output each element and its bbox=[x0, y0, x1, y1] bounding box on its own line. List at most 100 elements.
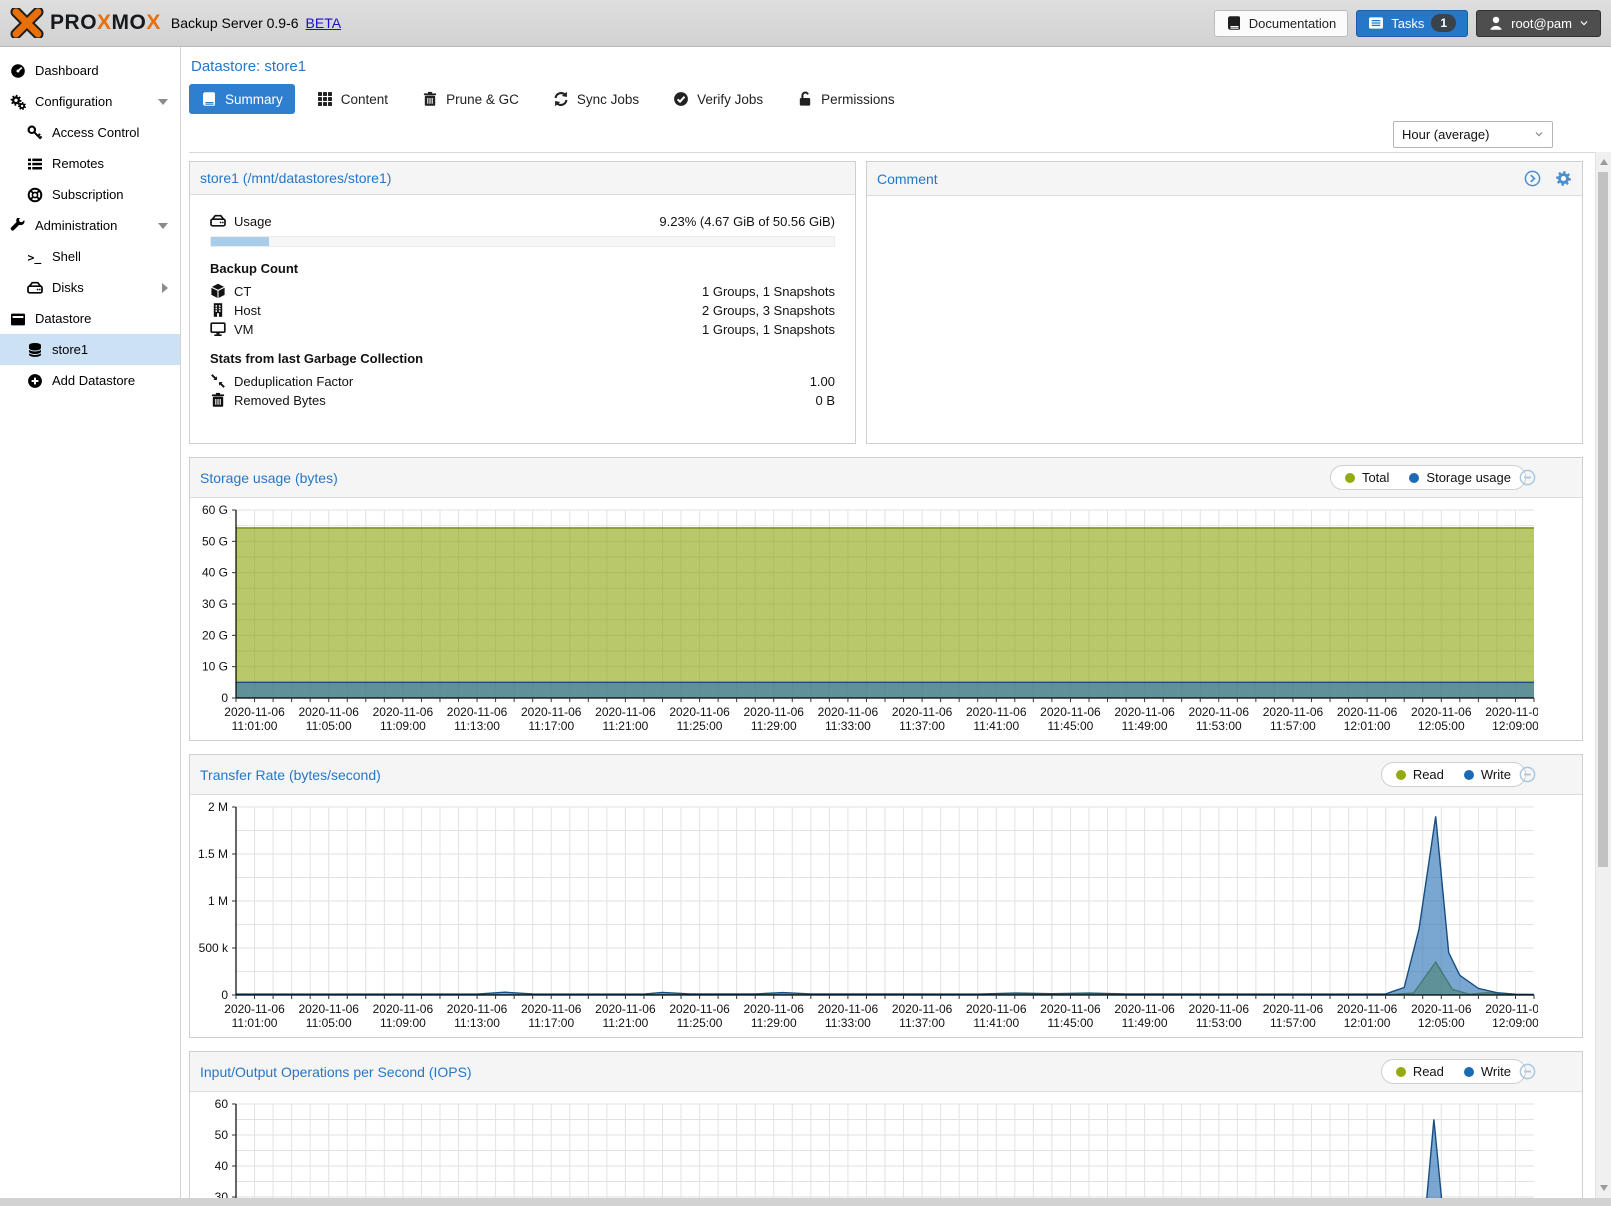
plus-circle-icon bbox=[27, 373, 43, 389]
svg-text:500 k: 500 k bbox=[199, 941, 229, 955]
svg-text:2020-11-06: 2020-11-06 bbox=[1114, 705, 1175, 719]
collapse-panel-icon[interactable] bbox=[1519, 1063, 1536, 1080]
sidebar-item-remotes[interactable]: Remotes bbox=[0, 148, 180, 179]
chevron-circle-right-icon[interactable] bbox=[1524, 170, 1541, 187]
comment-content[interactable] bbox=[867, 196, 1582, 443]
gc-stats-heading: Stats from last Garbage Collection bbox=[210, 351, 424, 366]
sidebar-item-disks[interactable]: Disks bbox=[0, 272, 180, 303]
tab-prune-gc[interactable]: Prune & GC bbox=[410, 84, 531, 114]
scrollbar-thumb[interactable] bbox=[1598, 172, 1608, 867]
svg-text:2020-11-06: 2020-11-06 bbox=[1040, 705, 1101, 719]
svg-text:11:37:00: 11:37:00 bbox=[899, 1016, 945, 1030]
sidebar-item-access-control[interactable]: Access Control bbox=[0, 117, 180, 148]
legend-dot bbox=[1463, 769, 1474, 780]
usage-value: 9.23% (4.67 GiB of 50.56 GiB) bbox=[659, 213, 835, 229]
cogs-icon bbox=[10, 94, 26, 110]
documentation-label: Documentation bbox=[1248, 15, 1337, 31]
svg-text:2 M: 2 M bbox=[208, 800, 228, 814]
store1-panel-title: store1 (/mnt/datastores/store1) bbox=[200, 170, 392, 186]
svg-text:2020-11-06: 2020-11-06 bbox=[1411, 1002, 1472, 1016]
tab-summary[interactable]: Summary bbox=[189, 84, 295, 114]
tab-bar: Summary Content Prune & GC Sync Jobs Verify … bbox=[189, 82, 1611, 116]
sidebar-item-add-datastore[interactable]: Add Datastore bbox=[0, 365, 180, 396]
svg-text:12:05:00: 12:05:00 bbox=[1418, 1016, 1465, 1030]
svg-text:30 G: 30 G bbox=[202, 597, 228, 611]
terminal-icon: >_ bbox=[27, 249, 43, 265]
sidebar-item-subscription[interactable]: Subscription bbox=[0, 179, 180, 210]
svg-text:2020-11-06: 2020-11-06 bbox=[521, 1002, 582, 1016]
legend-item-read[interactable]: Read bbox=[1395, 767, 1444, 782]
stat-label: Deduplication Factor bbox=[234, 373, 354, 389]
iops-panel: Input/Output Operations per Second (IOPS… bbox=[189, 1051, 1583, 1206]
transfer-rate-legend: Read Write bbox=[1380, 762, 1526, 787]
sidebar-item-datastore[interactable]: Datastore bbox=[0, 303, 180, 334]
comment-panel: Comment bbox=[866, 161, 1583, 444]
svg-text:2020-11-06: 2020-11-06 bbox=[818, 705, 879, 719]
stat-row-vm: VM 1 Groups, 1 Snapshots bbox=[210, 321, 835, 337]
svg-text:11:57:00: 11:57:00 bbox=[1270, 719, 1316, 733]
sidebar-item-shell[interactable]: >_ Shell bbox=[0, 241, 180, 272]
legend-item-write[interactable]: Write bbox=[1463, 1064, 1511, 1079]
sidebar-item-label: Administration bbox=[35, 218, 118, 233]
stat-label: CT bbox=[234, 283, 252, 299]
sidebar-item-store1[interactable]: store1 bbox=[0, 334, 180, 365]
tab-sync-jobs[interactable]: Sync Jobs bbox=[541, 84, 651, 114]
tab-permissions[interactable]: Permissions bbox=[785, 84, 907, 114]
documentation-button[interactable]: Documentation bbox=[1213, 9, 1349, 37]
legend-label: Write bbox=[1480, 767, 1511, 782]
legend-item-storage-usage[interactable]: Storage usage bbox=[1409, 470, 1511, 485]
svg-text:11:57:00: 11:57:00 bbox=[1270, 1016, 1316, 1030]
svg-text:60 G: 60 G bbox=[202, 503, 228, 517]
sidebar-item-label: Subscription bbox=[52, 187, 124, 202]
sidebar-item-administration[interactable]: Administration bbox=[0, 210, 180, 241]
storage-usage-panel-header: Storage usage (bytes) Total Storage usage bbox=[190, 458, 1582, 498]
vertical-scrollbar[interactable] bbox=[1595, 152, 1611, 1206]
collapse-panel-icon[interactable] bbox=[1519, 766, 1536, 783]
iops-title: Input/Output Operations per Second (IOPS… bbox=[200, 1063, 472, 1080]
box-icon bbox=[10, 311, 26, 327]
user-menu-button[interactable]: root@pam bbox=[1476, 9, 1601, 37]
legend-item-total[interactable]: Total bbox=[1344, 470, 1390, 485]
stat-row-host: Host 2 Groups, 3 Snapshots bbox=[210, 302, 835, 318]
legend-item-read[interactable]: Read bbox=[1395, 1064, 1444, 1079]
stat-value: 2 Groups, 3 Snapshots bbox=[702, 302, 835, 318]
timeframe-select[interactable]: Hour (average) bbox=[1393, 120, 1553, 148]
svg-text:11:17:00: 11:17:00 bbox=[528, 719, 574, 733]
usage-progress-fill bbox=[211, 237, 269, 246]
svg-text:11:05:00: 11:05:00 bbox=[306, 719, 352, 733]
svg-text:2020-11-06: 2020-11-06 bbox=[743, 705, 804, 719]
collapse-panel-icon[interactable] bbox=[1519, 469, 1536, 486]
tab-label: Sync Jobs bbox=[576, 91, 640, 107]
legend-item-write[interactable]: Write bbox=[1463, 767, 1511, 782]
tab-content[interactable]: Content bbox=[305, 84, 400, 114]
sidebar-item-configuration[interactable]: Configuration bbox=[0, 86, 180, 117]
backup-count-heading: Backup Count bbox=[210, 261, 299, 276]
svg-text:11:41:00: 11:41:00 bbox=[973, 1016, 1019, 1030]
stat-label: Host bbox=[234, 302, 261, 318]
gear-icon[interactable] bbox=[1555, 170, 1572, 187]
tasks-label: Tasks bbox=[1391, 15, 1425, 31]
svg-text:11:29:00: 11:29:00 bbox=[751, 1016, 797, 1030]
scroll-down-arrow[interactable] bbox=[1596, 1180, 1611, 1196]
svg-text:1.5 M: 1.5 M bbox=[198, 847, 228, 861]
tasks-button[interactable]: Tasks 1 bbox=[1356, 9, 1469, 37]
top-header: PROXMOX Backup Server 0.9-6 BETA Documen… bbox=[0, 0, 1611, 47]
wrench-icon bbox=[10, 217, 26, 234]
svg-text:>_: >_ bbox=[28, 250, 42, 265]
svg-text:1 M: 1 M bbox=[208, 894, 228, 908]
legend-label: Total bbox=[1361, 470, 1390, 485]
scroll-up-arrow[interactable] bbox=[1596, 154, 1611, 170]
tab-label: Summary bbox=[225, 91, 283, 107]
svg-text:2020-11-06: 2020-11-06 bbox=[447, 705, 508, 719]
sidebar-item-dashboard[interactable]: Dashboard bbox=[0, 55, 180, 86]
beta-link[interactable]: BETA bbox=[305, 15, 342, 31]
svg-text:2020-11-06: 2020-11-06 bbox=[1040, 1002, 1101, 1016]
svg-text:2020-11-06: 2020-11-06 bbox=[1189, 1002, 1250, 1016]
svg-text:11:45:00: 11:45:00 bbox=[1048, 719, 1094, 733]
svg-text:12:09:00: 12:09:00 bbox=[1492, 719, 1538, 733]
tab-verify-jobs[interactable]: Verify Jobs bbox=[661, 84, 775, 114]
svg-text:11:37:00: 11:37:00 bbox=[899, 719, 945, 733]
book-icon bbox=[201, 91, 217, 107]
transfer-rate-panel-header: Transfer Rate (bytes/second) Read Write bbox=[190, 755, 1582, 795]
svg-text:40 G: 40 G bbox=[202, 566, 228, 580]
